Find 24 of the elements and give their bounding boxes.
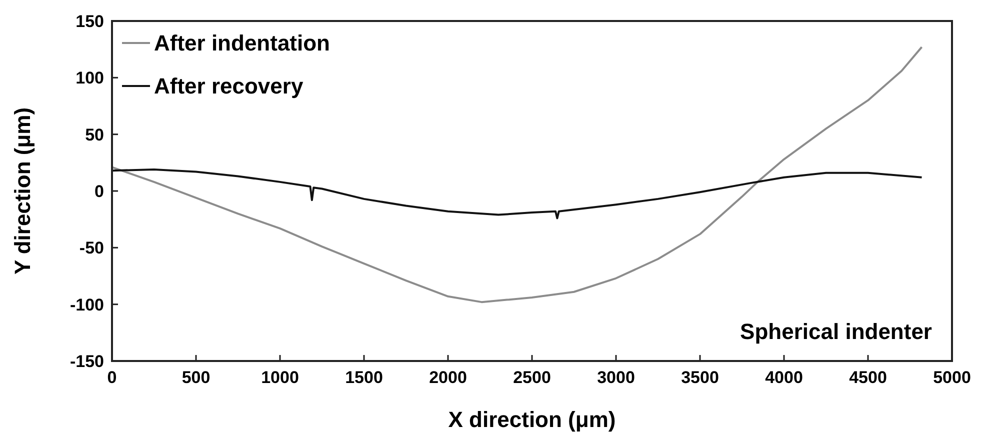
x-tick-label: 0	[107, 368, 117, 387]
y-tick-label: -50	[79, 238, 104, 258]
line-series	[111, 168, 923, 220]
x-tick-label: 1500	[345, 368, 383, 387]
y-axis-title: Y direction (μm)	[10, 107, 35, 275]
x-tick-label: 4000	[765, 368, 803, 387]
legend-label: After recovery	[154, 74, 304, 99]
y-tick-label: -100	[70, 295, 104, 314]
y-tick-label: 0	[94, 182, 104, 201]
x-tick-label: 3500	[681, 368, 719, 387]
y-tick-label: 100	[76, 68, 104, 88]
y-tick-label: 50	[85, 125, 104, 144]
x-tick-label: 2000	[429, 368, 467, 387]
x-tick-label: 1000	[261, 368, 299, 387]
x-tick-label: 2500	[513, 368, 551, 387]
y-tick-label: -150	[70, 352, 104, 371]
x-tick-label: 500	[182, 368, 210, 387]
x-axis-title: X direction (μm)	[448, 407, 616, 432]
x-tick-label: 3000	[597, 368, 635, 387]
x-tick-label: 5000	[933, 368, 971, 387]
x-tick-label: 4500	[849, 368, 887, 387]
annotation: Spherical indenter	[740, 319, 932, 344]
y-tick-label: 150	[76, 12, 104, 31]
legend-label: After indentation	[154, 30, 330, 56]
